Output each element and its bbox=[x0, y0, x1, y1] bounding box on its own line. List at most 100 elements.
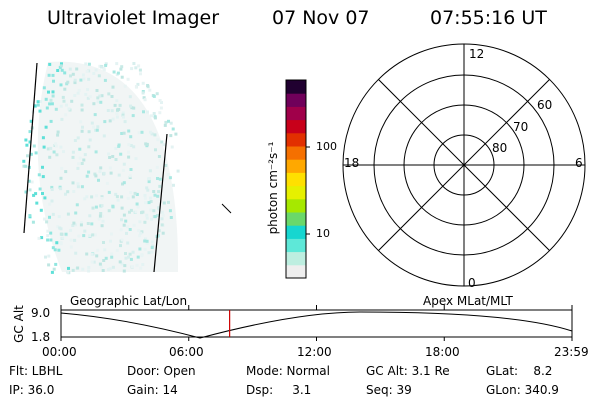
image-pixel bbox=[67, 107, 71, 111]
image-pixel bbox=[76, 185, 80, 189]
image-pixel bbox=[128, 95, 132, 99]
image-pixel bbox=[99, 212, 103, 215]
image-pixel bbox=[157, 190, 161, 194]
image-pixel bbox=[46, 147, 50, 151]
image-pixel bbox=[51, 246, 55, 250]
image-pixel bbox=[96, 248, 100, 252]
image-pixel bbox=[137, 131, 141, 135]
image-pixel bbox=[135, 263, 139, 267]
image-pixel bbox=[82, 234, 86, 238]
colorbar-tick-label-100: 100 bbox=[316, 140, 337, 153]
image-pixel bbox=[115, 62, 119, 66]
image-pixel bbox=[62, 99, 66, 103]
image-pixel bbox=[138, 220, 142, 224]
image-pixel bbox=[150, 246, 154, 250]
image-pixel bbox=[50, 188, 54, 191]
image-pixel bbox=[59, 241, 63, 245]
image-pixel bbox=[148, 169, 152, 173]
image-pixel bbox=[101, 219, 105, 223]
image-pixel bbox=[150, 240, 154, 244]
image-pixel bbox=[146, 188, 150, 192]
image-pixel bbox=[128, 176, 132, 179]
color-bar bbox=[285, 79, 310, 279]
image-pixel bbox=[143, 98, 147, 102]
image-pixel bbox=[63, 71, 67, 75]
image-pixel bbox=[148, 196, 152, 200]
image-pixel bbox=[71, 181, 75, 185]
image-pixel bbox=[44, 125, 48, 129]
image-pixel bbox=[79, 120, 83, 124]
image-pixel bbox=[59, 64, 63, 68]
image-pixel bbox=[157, 206, 161, 210]
colorbar-band bbox=[286, 198, 306, 213]
image-pixel bbox=[80, 162, 84, 165]
image-pixel bbox=[28, 140, 32, 144]
image-pixel bbox=[41, 165, 44, 169]
colorbar-band bbox=[286, 212, 306, 226]
image-pixel bbox=[107, 190, 111, 194]
image-pixel bbox=[122, 162, 126, 166]
image-pixel bbox=[74, 223, 78, 227]
image-pixel bbox=[59, 176, 63, 180]
image-pixel bbox=[98, 94, 102, 98]
image-pixel bbox=[107, 152, 111, 156]
image-pixel bbox=[152, 209, 156, 213]
ip-status: IP: 36.0 bbox=[9, 383, 55, 397]
image-pixel bbox=[124, 252, 127, 255]
colorbar-band bbox=[286, 106, 306, 121]
image-pixel bbox=[86, 88, 90, 92]
image-pixel bbox=[73, 238, 77, 242]
image-pixel bbox=[111, 265, 115, 269]
image-pixel bbox=[99, 166, 103, 170]
image-pixel bbox=[110, 255, 114, 259]
image-pixel bbox=[69, 245, 73, 249]
image-pixel bbox=[56, 130, 60, 134]
image-pixel bbox=[46, 234, 50, 238]
image-pixel bbox=[161, 231, 165, 235]
image-pixel bbox=[71, 224, 75, 227]
image-pixel bbox=[67, 266, 70, 270]
lat-label-80: 80 bbox=[492, 141, 508, 155]
image-pixel bbox=[59, 83, 63, 87]
image-pixel bbox=[44, 97, 48, 101]
image-pixel bbox=[31, 220, 35, 224]
image-pixel bbox=[145, 241, 149, 245]
image-pixel bbox=[100, 94, 104, 98]
image-pixel bbox=[28, 188, 32, 192]
image-pixel bbox=[90, 253, 94, 256]
image-pixel bbox=[102, 134, 106, 138]
image-pixel bbox=[138, 68, 142, 72]
image-pixel bbox=[120, 132, 124, 135]
image-pixel bbox=[115, 99, 119, 103]
date-label: 07 Nov 07 bbox=[272, 7, 370, 29]
image-pixel bbox=[81, 125, 84, 129]
image-pixel bbox=[143, 193, 147, 197]
image-pixel bbox=[144, 142, 148, 146]
image-pixel bbox=[36, 103, 40, 107]
image-pixel bbox=[120, 206, 124, 210]
image-pixel bbox=[140, 130, 144, 134]
image-pixel bbox=[138, 247, 142, 251]
image-pixel bbox=[94, 150, 98, 154]
image-pixel bbox=[109, 171, 113, 175]
image-pixel bbox=[127, 255, 130, 259]
image-pixel bbox=[127, 155, 131, 159]
image-pixel bbox=[169, 121, 173, 125]
image-pixel bbox=[51, 90, 55, 94]
image-pixel bbox=[90, 222, 94, 226]
image-pixel bbox=[32, 193, 36, 197]
gain-status: Gain: 14 bbox=[127, 383, 178, 397]
image-pixel bbox=[122, 181, 126, 185]
image-pixel bbox=[121, 168, 125, 172]
polar-diagonal-2 bbox=[378, 79, 550, 251]
image-pixel bbox=[84, 62, 88, 66]
image-pixel bbox=[142, 110, 145, 114]
image-pixel bbox=[126, 241, 130, 245]
image-pixel bbox=[127, 129, 131, 133]
image-pixel bbox=[65, 103, 68, 107]
image-pixel bbox=[24, 138, 28, 142]
image-pixel bbox=[47, 73, 51, 77]
image-pixel bbox=[40, 236, 44, 240]
timeline-xtick-0000: 00:00 bbox=[42, 345, 77, 359]
image-pixel bbox=[79, 78, 83, 82]
